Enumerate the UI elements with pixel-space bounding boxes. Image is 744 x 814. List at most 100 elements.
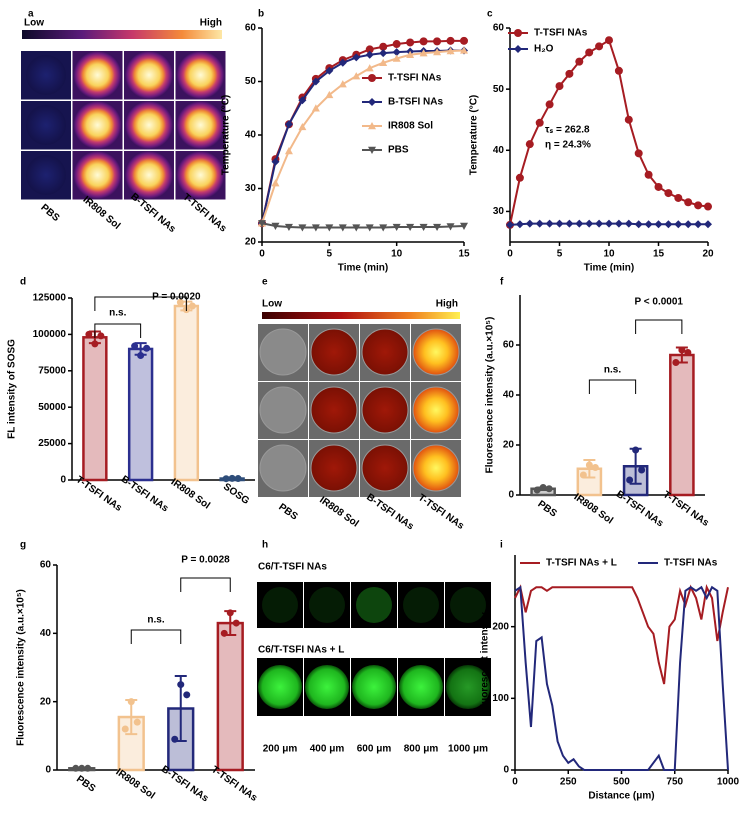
data-point	[579, 471, 587, 479]
marker	[365, 224, 374, 232]
marker	[605, 219, 613, 228]
micrograph	[304, 582, 350, 628]
marker	[460, 36, 468, 45]
data-point	[133, 718, 141, 726]
marker	[406, 223, 415, 232]
image-label: T-TSFI NAs	[416, 492, 466, 532]
marker	[311, 224, 320, 232]
series-line	[514, 585, 729, 771]
marker	[575, 219, 584, 228]
y-tick-label: 75000	[38, 365, 66, 376]
marker	[535, 118, 544, 127]
marker	[585, 219, 594, 228]
annotation: n.s.	[147, 615, 164, 626]
x-axis-label: Time (min)	[338, 263, 388, 274]
marker	[352, 224, 361, 232]
fluor-spot	[310, 444, 358, 492]
y-tick-label: 125000	[33, 293, 67, 304]
row-title: C6/T-TSFI NAs	[258, 562, 327, 573]
marker	[624, 115, 633, 124]
y-tick-label: 20	[245, 237, 257, 248]
marker	[664, 189, 673, 198]
thermal-spot	[26, 155, 66, 195]
legend-label: B-TSFI NAs	[388, 97, 443, 108]
x-tick-label: 5	[327, 249, 333, 260]
y-axis-label: Fluorescence intensity (a.u.×10⁵)	[485, 317, 496, 474]
data-point	[183, 691, 191, 699]
data-point	[121, 725, 129, 733]
series-line	[261, 49, 464, 224]
y-tick-label: 0	[503, 765, 509, 776]
legend-label: PBS	[388, 145, 409, 156]
y-tick-label: 40	[503, 390, 515, 401]
legend-label: T-TSFI NAs	[664, 558, 718, 569]
thermal-spot	[73, 151, 122, 199]
colorbar-high: High	[200, 18, 222, 29]
marker	[634, 149, 643, 158]
marker	[694, 220, 703, 229]
data-point	[632, 446, 640, 454]
thermal-spot	[73, 101, 122, 149]
x-tick-label: 0	[507, 249, 513, 260]
marker	[311, 77, 320, 86]
micrograph-signal	[352, 665, 396, 709]
y-tick-label: 60	[493, 23, 505, 34]
annotation: η = 24.3%	[545, 140, 591, 151]
panel-letter: g	[20, 540, 26, 551]
x-tick-label: IR808 Sol	[169, 477, 212, 512]
y-tick-label: 60	[503, 340, 515, 351]
thermal-spot	[73, 51, 122, 99]
y-tick-label: 0	[60, 475, 66, 486]
marker	[419, 223, 428, 232]
marker	[684, 198, 693, 207]
data-point	[131, 342, 139, 350]
data-point	[220, 629, 228, 637]
marker	[624, 219, 633, 228]
fluor-spot	[259, 386, 307, 434]
marker	[368, 122, 376, 130]
marker	[674, 193, 683, 202]
marker	[654, 220, 663, 229]
fluor-spot	[412, 386, 460, 434]
marker	[515, 220, 524, 229]
image-label: PBS	[38, 202, 61, 224]
marker	[392, 48, 401, 57]
y-tick-label: 100	[492, 693, 509, 704]
fluor-spot	[259, 328, 307, 376]
x-tick-label: SOSG	[221, 481, 251, 507]
marker	[555, 219, 564, 228]
scale-label: 600 μm	[357, 744, 392, 755]
fluor-spot	[259, 444, 307, 492]
bracket	[588, 379, 637, 394]
row-title: C6/T-TSFI NAs + L	[258, 645, 344, 656]
marker	[595, 42, 604, 51]
scale-label: 1000 μm	[448, 744, 488, 755]
marker	[284, 223, 293, 232]
marker	[433, 48, 442, 56]
thermal-spot	[176, 151, 225, 199]
y-tick-label: 20	[40, 696, 52, 707]
data-point	[97, 332, 105, 340]
colorbar	[22, 30, 222, 39]
colorbar-low: Low	[24, 18, 44, 29]
marker	[433, 223, 442, 232]
marker	[446, 223, 455, 231]
fluor-spot	[310, 386, 358, 434]
y-tick-label: 50	[493, 84, 505, 95]
annotation: n.s.	[604, 365, 621, 376]
data-point	[539, 484, 547, 491]
micrograph-signal	[258, 665, 302, 709]
marker	[634, 220, 643, 229]
marker	[368, 74, 376, 82]
marker	[644, 170, 653, 179]
marker	[365, 45, 374, 54]
series-line	[261, 49, 465, 224]
marker	[325, 224, 334, 232]
fluor-spot	[361, 386, 409, 434]
x-tick-label: 750	[666, 777, 683, 788]
thermal-spot	[125, 101, 173, 149]
y-axis-label: FL intensity of SOSG	[7, 339, 18, 439]
colorbar-low: Low	[262, 299, 282, 310]
marker	[446, 47, 455, 55]
